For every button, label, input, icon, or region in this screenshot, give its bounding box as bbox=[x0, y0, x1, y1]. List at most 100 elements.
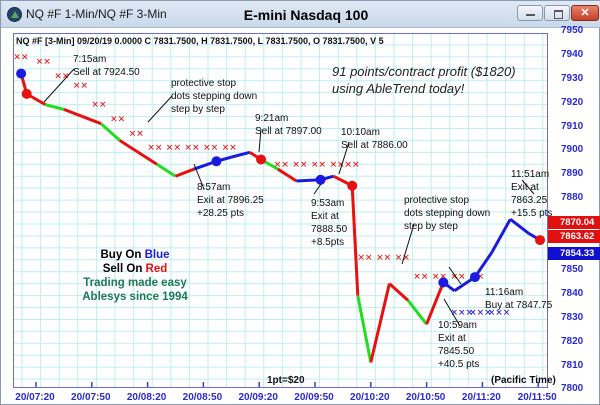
maximize-icon bbox=[545, 6, 569, 20]
close-icon: ✕ bbox=[580, 7, 590, 19]
annotation-text: Exit at 7896.25 bbox=[197, 195, 264, 206]
x-axis-label: 20/08:20 bbox=[126, 392, 167, 403]
plot-area[interactable]: ✕✕ ✕✕ ✕✕ ✕✕ ✕✕ ✕✕ ✕✕ ✕✕ ✕✕ ✕✕ ✕✕ ✕✕ ✕✕ ✕✕ ✕✕ ✕✕ ✕✕ ✕✕ ✕✕ ✕✕… bbox=[13, 33, 548, 388]
minimize-icon bbox=[518, 6, 542, 20]
legend-buy-prefix: Buy On bbox=[100, 249, 145, 261]
annotation-text: Exit at bbox=[511, 182, 539, 193]
annotation-text: protective stop bbox=[171, 78, 237, 89]
y-axis-label: 7840 bbox=[561, 288, 584, 299]
annotation-text: 8:57am bbox=[197, 182, 231, 193]
y-axis-label: 7800 bbox=[561, 383, 584, 394]
svg-text:✕✕: ✕✕ bbox=[73, 82, 88, 92]
annotation-text: dots stepping down bbox=[171, 91, 258, 102]
annotation-1010am: 10:10am Sell at 7886.00 bbox=[341, 126, 408, 152]
last-price-tag: 7863.62 bbox=[548, 230, 600, 243]
legend-sell: Sell On Red bbox=[75, 262, 195, 276]
annotation-text: 11:16am bbox=[485, 287, 524, 298]
svg-text:✕✕: ✕✕ bbox=[92, 101, 107, 111]
minimize-button[interactable] bbox=[517, 5, 543, 21]
svg-text:✕✕: ✕✕ bbox=[376, 253, 391, 263]
svg-text:✕✕✕: ✕✕✕ bbox=[469, 308, 492, 318]
y-axis-label: 7910 bbox=[561, 121, 584, 132]
slogan-line2: Ablesys since 1994 bbox=[82, 291, 188, 303]
annotation-text: 7888.50 bbox=[311, 224, 348, 235]
svg-text:✕✕: ✕✕ bbox=[129, 129, 144, 139]
svg-text:✕✕✕: ✕✕✕ bbox=[488, 308, 511, 318]
annotation-text: protective stop bbox=[404, 195, 470, 206]
annotation-text: 9:53am bbox=[311, 198, 345, 209]
y-axis-label: 7930 bbox=[561, 73, 584, 84]
annotation-953am: 9:53am Exit at 7888.50 +8.5pts bbox=[311, 197, 347, 249]
annotation-text: Sell at 7886.00 bbox=[341, 140, 408, 151]
svg-text:✕✕: ✕✕ bbox=[54, 72, 69, 82]
app-logo-icon bbox=[7, 7, 22, 22]
chart-title: E-mini Nasdaq 100 bbox=[243, 7, 369, 23]
svg-text:✕✕: ✕✕ bbox=[110, 115, 125, 125]
svg-text:✕✕: ✕✕ bbox=[292, 160, 307, 170]
y-axis-label: 7900 bbox=[561, 144, 584, 155]
annotation-text: Exit at bbox=[438, 333, 466, 344]
annotation-text: 9:21am bbox=[255, 113, 289, 124]
annotation-1151am: 11:51am Exit at 7863.25 +15.5 pts bbox=[511, 168, 552, 220]
profit-summary: 91 points/contract profit ($1820) using … bbox=[332, 63, 516, 97]
legend-sell-word: Red bbox=[145, 263, 168, 275]
svg-text:✕✕: ✕✕ bbox=[344, 160, 359, 170]
y-axis-label: 7940 bbox=[561, 49, 584, 60]
annotation-text: step by step bbox=[404, 221, 458, 232]
y-axis-label: 7880 bbox=[561, 192, 584, 203]
window-title: NQ #F 1-Min/NQ #F 3-Min bbox=[26, 7, 167, 21]
x-axis-label: 20/10:50 bbox=[405, 392, 446, 403]
annotation-text: Sell at 7924.50 bbox=[73, 67, 140, 78]
x-axis-label: 20/08:50 bbox=[182, 392, 223, 403]
close-button[interactable]: ✕ bbox=[571, 5, 599, 21]
annotation-text: 10:10am bbox=[341, 127, 380, 138]
svg-text:✕✕: ✕✕ bbox=[358, 253, 373, 263]
y-axis-label: 7890 bbox=[561, 168, 584, 179]
annotation-text: Sell at 7897.00 bbox=[255, 126, 322, 137]
x-axis-label: 20/09:20 bbox=[238, 392, 278, 403]
maximize-button[interactable] bbox=[544, 5, 570, 21]
bar-info-line: NQ #F [3-Min] 09/20/19 0.0000 C 7831.750… bbox=[16, 36, 384, 46]
y-axis-label: 7830 bbox=[561, 312, 584, 323]
signal-legend: Buy On Blue Sell On Red Trading made eas… bbox=[75, 248, 195, 304]
annotation-text: Exit at bbox=[311, 211, 339, 222]
slogan-line1: Trading made easy bbox=[83, 277, 187, 289]
grid-lines bbox=[14, 34, 547, 387]
x-axis-label: 20/11:50 bbox=[517, 392, 557, 403]
annotation-921am: 9:21am Sell at 7897.00 bbox=[255, 112, 322, 138]
annotation-text: step by step bbox=[171, 104, 225, 115]
annotation-text: 7:15am bbox=[73, 54, 107, 65]
svg-text:✕✕: ✕✕ bbox=[147, 144, 162, 154]
y-axis-label: 7950 bbox=[561, 25, 584, 36]
svg-text:✕✕: ✕✕ bbox=[222, 144, 237, 154]
annotation-text: 10:59am bbox=[438, 320, 477, 331]
timezone-note: (Pacific Time) bbox=[491, 375, 556, 386]
svg-text:✕✕: ✕✕ bbox=[185, 144, 200, 154]
annotation-protective-stop-2: protective stop dots stepping down step … bbox=[404, 194, 490, 233]
y-axis-label: 7920 bbox=[561, 97, 584, 108]
annotation-text: +28.25 pts bbox=[197, 208, 244, 219]
svg-text:✕✕: ✕✕ bbox=[311, 160, 326, 170]
svg-text:✕✕: ✕✕ bbox=[36, 58, 51, 68]
annotation-text: +40.5 pts bbox=[438, 359, 480, 370]
y-axis-label: 7850 bbox=[561, 264, 584, 275]
x-axis-label: 20/10:20 bbox=[350, 392, 390, 403]
legend-sell-prefix: Sell On bbox=[102, 263, 146, 275]
point-value-note: 1pt=$20 bbox=[267, 375, 305, 386]
legend-buy-word: Blue bbox=[144, 249, 170, 261]
annotation-text: +15.5 pts bbox=[511, 208, 553, 219]
svg-text:✕✕: ✕✕ bbox=[14, 53, 28, 63]
annotation-857am: 8:57am Exit at 7896.25 +28.25 pts bbox=[197, 181, 264, 220]
price-chart-svg: ✕✕ ✕✕✕✕✕✕✕✕✕✕✕✕✕✕ ✕✕ ✕✕ ✕✕ ✕✕✕✕ ✕✕ ✕✕ ✕✕ ✕✕✕✕ ✕✕ ✕✕… bbox=[14, 34, 547, 387]
annotation-text: +8.5pts bbox=[311, 237, 345, 248]
title-bar[interactable]: NQ #F 1-Min/NQ #F 3-Min E-mini Nasdaq 10… bbox=[1, 1, 600, 28]
annotation-text: 7845.50 bbox=[438, 346, 475, 357]
x-axis-label: 20/07:20 bbox=[15, 392, 55, 403]
svg-text:✕✕: ✕✕ bbox=[274, 160, 289, 170]
annotation-protective-stop-1: protective stop dots stepping down step … bbox=[171, 77, 257, 116]
x-axis-label: 20/09:50 bbox=[294, 392, 334, 403]
y-axis-label: 7810 bbox=[561, 360, 584, 371]
annotation-1116am: 11:16am Buy at 7847.75 bbox=[485, 286, 552, 312]
svg-text:✕✕: ✕✕ bbox=[203, 144, 218, 154]
